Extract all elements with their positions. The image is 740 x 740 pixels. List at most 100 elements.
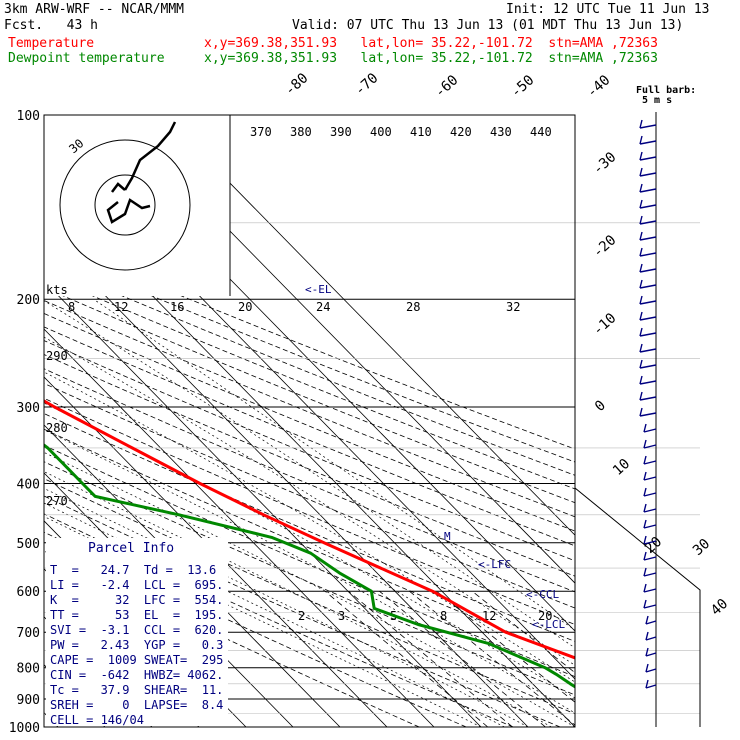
wind-barb — [643, 471, 657, 481]
mixing-ratio-line — [324, 590, 489, 727]
isobar-label: 400 — [17, 477, 40, 492]
wind-barb — [645, 647, 657, 657]
wind-barb — [639, 391, 657, 401]
wind-barb — [643, 551, 657, 561]
theta-top-label: 410 — [410, 125, 432, 139]
speed-label: 28 — [406, 300, 420, 314]
wind-barb — [639, 135, 657, 145]
theta-top-label: 390 — [330, 125, 352, 139]
plot-frame — [43, 114, 576, 728]
model-title: 3km ARW-WRF -- NCAR/MMM — [4, 2, 185, 17]
theta-label: 290 — [46, 349, 68, 363]
theta-top-label: 430 — [490, 125, 512, 139]
parcel-row: SREH = 0 LAPSE= 8.4 — [50, 698, 223, 712]
parcel-row: K = 32 LFC = 554. — [50, 593, 223, 607]
isotherm-label: -30 — [590, 149, 620, 178]
wind-barb — [639, 247, 657, 257]
m-marker: M — [444, 530, 451, 543]
isotherm-label: -80 — [282, 70, 312, 99]
isobar-label: 200 — [17, 293, 40, 308]
barb-legend-title: Full barb: — [636, 85, 696, 96]
el-marker: <-EL — [305, 283, 332, 296]
speed-label: 12 — [114, 300, 128, 314]
isobar-label: 100 — [17, 109, 40, 124]
isobar-label: 600 — [17, 585, 40, 600]
isotherm-label: -70 — [352, 70, 382, 99]
theta-top-label: 440 — [530, 125, 552, 139]
temperature-profile — [44, 399, 575, 660]
theta-label: 280 — [46, 421, 68, 435]
isotherm-label: -20 — [590, 232, 620, 261]
isotherm-label: -60 — [432, 72, 462, 101]
parcel-title: Parcel Info — [88, 541, 174, 556]
wind-barb — [639, 151, 657, 161]
moist-adiabat — [44, 515, 482, 727]
isotherm-label: -10 — [590, 310, 620, 339]
speed-label: 8 — [68, 300, 75, 314]
temperature-location: x,y=369.38,351.93 lat,lon= 35.22,-101.72… — [204, 36, 658, 51]
isobar-label: 500 — [17, 537, 40, 552]
theta-top-label: 400 — [370, 125, 392, 139]
speed-label: 32 — [506, 300, 520, 314]
isotherm-line — [44, 280, 482, 727]
isobar-label: 800 — [17, 662, 40, 677]
ccl-marker: <-CCL — [526, 588, 559, 601]
wind-barb — [639, 375, 657, 385]
mixing-ratio-label: 3 — [338, 609, 345, 623]
isotherm-label: -50 — [508, 72, 538, 101]
isotherm-line — [0, 115, 11, 727]
wind-barb — [643, 503, 657, 513]
isotherm-line — [44, 328, 435, 727]
forecast-hour: Fcst. 43 h — [4, 18, 98, 33]
isotherm-label: 10 — [610, 456, 633, 479]
dewpoint-legend: Dewpoint temperature — [8, 51, 165, 66]
parcel-row: TT = 53 EL = 195. — [50, 608, 223, 622]
wind-barb — [645, 615, 657, 625]
mixing-ratio-line — [471, 590, 575, 674]
parcel-row: CIN = -642 HWBZ= 4062. — [50, 668, 223, 682]
wind-barb — [643, 535, 657, 545]
barb-boundary — [574, 487, 701, 727]
temperature-legend: Temperature — [8, 36, 95, 51]
wind-barb — [643, 567, 657, 577]
level-markers: <-EL <-LFC <-CCL <-LCL M — [305, 283, 565, 631]
wind-barb — [643, 487, 657, 497]
valid-time: Valid: 07 UTC Thu 13 Jun 13 (01 MDT Thu … — [292, 18, 684, 33]
wind-barb — [639, 231, 657, 241]
hodograph-ring — [94, 174, 156, 236]
parcel-row: Tc = 37.9 SHEAR= 11. — [50, 683, 223, 697]
wind-barb — [645, 663, 657, 673]
parcel-row: T = 24.7 Td = 13.6 — [50, 563, 216, 577]
parcel-row: CAPE = 1009 SWEAT= 295 — [50, 653, 223, 667]
wind-barb — [639, 343, 657, 353]
dewpoint-profile — [44, 443, 575, 689]
mixing-ratio-label: 2 — [298, 609, 305, 623]
wind-barb — [643, 519, 657, 529]
speed-label: 24 — [316, 300, 330, 314]
sounding-profiles — [44, 399, 575, 689]
wind-barb — [639, 183, 657, 193]
wind-barb — [639, 279, 657, 289]
wind-barb — [645, 631, 657, 641]
wind-barb — [639, 119, 657, 129]
hodograph-trace — [106, 121, 177, 224]
wind-barb — [643, 439, 657, 449]
parcel-row: LI = -2.4 LCL = 695. — [50, 578, 223, 592]
init-time: Init: 12 UTC Tue 11 Jun 13 — [506, 2, 710, 17]
theta-top-label: 420 — [450, 125, 472, 139]
theta-label: 270 — [46, 494, 68, 508]
wind-barb — [639, 295, 657, 305]
wind-barb — [643, 423, 657, 433]
isotherm-label: 40 — [708, 596, 731, 619]
isobar-label: 300 — [17, 401, 40, 416]
isobar-label: 1000 — [9, 721, 40, 736]
wind-barb — [639, 263, 657, 273]
wind-barb — [643, 583, 657, 593]
wind-barb — [643, 455, 657, 465]
wind-barb — [639, 199, 657, 209]
isotherm-label: 30 — [690, 536, 713, 559]
moist-adiabat — [44, 300, 575, 649]
mixing-ratio-label: 20 — [538, 609, 552, 623]
lfc-marker: <-LFC — [478, 558, 511, 571]
